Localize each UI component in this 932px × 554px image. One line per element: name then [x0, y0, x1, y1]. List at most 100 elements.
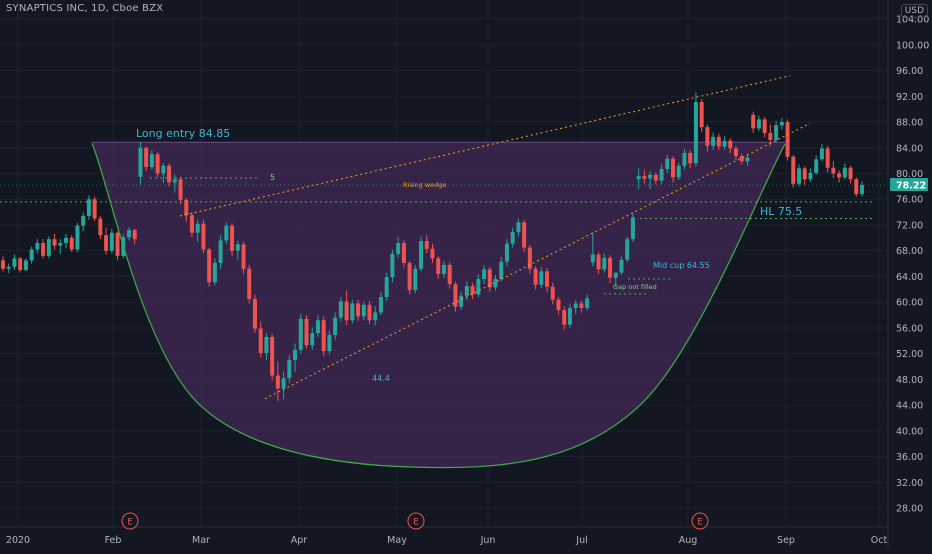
candle: [539, 266, 544, 289]
candle: [430, 243, 435, 263]
candle: [716, 133, 721, 151]
y-tick-label: 88.00: [896, 118, 923, 129]
candle: [619, 256, 624, 276]
candle: [304, 315, 309, 349]
candle-body: [184, 199, 189, 216]
candle-body: [825, 148, 830, 168]
candle: [482, 265, 487, 285]
candle: [734, 145, 739, 160]
candle: [81, 212, 86, 232]
earnings-label: E: [413, 518, 418, 528]
candle: [653, 172, 658, 185]
candle-body: [516, 222, 521, 233]
x-tick-label: Apr: [291, 535, 308, 546]
wedge-upper-line: [179, 75, 791, 217]
candle-body: [774, 125, 779, 141]
candle-body: [459, 295, 464, 307]
candle-body: [447, 264, 452, 285]
candle: [751, 111, 756, 133]
candle-body: [470, 286, 475, 295]
candle-body: [814, 159, 819, 173]
candle-body: [636, 176, 641, 180]
candle-body: [338, 301, 343, 318]
candle-body: [419, 241, 424, 269]
candle-body: [46, 239, 51, 256]
candle: [224, 222, 229, 245]
candle-body: [453, 284, 458, 307]
candle-body: [533, 268, 538, 285]
y-tick-label: 56.00: [896, 323, 923, 334]
candle-body: [837, 173, 842, 178]
candle-body: [92, 199, 97, 219]
candle: [527, 244, 532, 274]
mid-cup-label: Mid cup 64.55: [653, 261, 710, 270]
candle-body: [23, 260, 28, 271]
candle-body: [109, 232, 114, 251]
candle: [350, 299, 355, 324]
candle-body: [224, 225, 229, 241]
candle-body: [819, 148, 824, 160]
candle-body: [287, 360, 292, 379]
candle: [625, 236, 630, 263]
x-tick-label: May: [387, 535, 407, 546]
candle: [791, 154, 796, 188]
candle: [384, 272, 389, 301]
candle: [390, 249, 395, 283]
earnings-label: E: [697, 518, 702, 528]
candle: [774, 120, 779, 143]
forty-four-label: 44.4: [372, 374, 390, 383]
candle: [155, 152, 160, 178]
x-tick-label: Jun: [480, 535, 496, 546]
candle-body: [167, 165, 172, 183]
candle-body: [619, 259, 624, 273]
candle: [207, 247, 212, 287]
candle-body: [6, 266, 11, 269]
candle-body: [688, 152, 693, 164]
candle: [321, 316, 326, 357]
candle: [699, 98, 704, 133]
currency-button[interactable]: USD: [900, 4, 928, 18]
candle: [270, 334, 275, 381]
candle-body: [132, 230, 137, 240]
candle: [487, 266, 492, 292]
candle: [613, 272, 618, 287]
candle: [12, 254, 17, 271]
candle: [35, 239, 40, 254]
candle-body: [270, 336, 275, 376]
candle-body: [734, 148, 739, 157]
candle: [344, 290, 349, 326]
gap-not-filled-label: Gap not filled: [613, 283, 657, 291]
candle-body: [499, 261, 504, 280]
candle-body: [304, 318, 309, 346]
candle: [258, 321, 263, 358]
candle-body: [218, 240, 223, 263]
symbol-header[interactable]: SYNAPTICS INC, 1D, Cboe BZX: [6, 3, 164, 14]
candle-body: [808, 172, 813, 180]
candle: [315, 315, 320, 337]
last-price-tag: [890, 177, 928, 191]
candle: [407, 261, 412, 295]
candle-body: [413, 268, 418, 290]
candle: [327, 330, 332, 355]
candle: [808, 168, 813, 182]
y-tick-label: 104.00: [896, 15, 929, 26]
candle: [779, 118, 784, 130]
candle: [854, 177, 859, 197]
candles: [1, 92, 864, 402]
candle-body: [745, 157, 750, 162]
rising-wedge-label: Rising wedge: [403, 181, 446, 189]
candle-body: [138, 147, 143, 177]
candle: [688, 150, 693, 169]
candle-body: [207, 249, 212, 283]
candle: [447, 262, 452, 289]
earnings-marker: [407, 512, 425, 530]
y-tick-label: 28.00: [896, 504, 923, 515]
candle: [848, 165, 853, 184]
candle-body: [585, 298, 590, 308]
candle: [247, 264, 252, 304]
candle-body: [258, 328, 263, 354]
candle: [493, 275, 498, 291]
candle-body: [247, 268, 252, 299]
